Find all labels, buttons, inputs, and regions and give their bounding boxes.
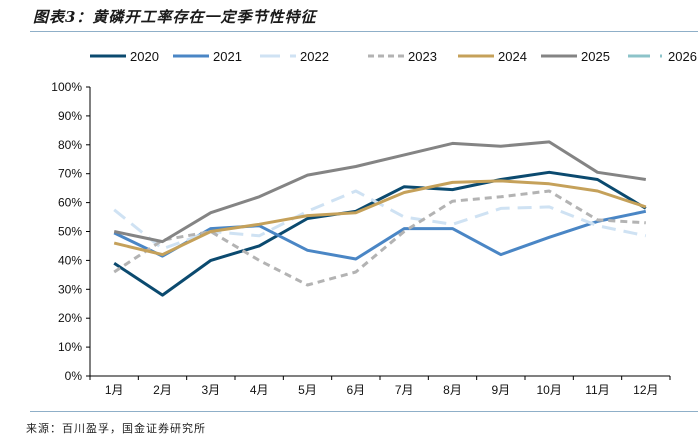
legend: 2020 2021 2022 2023 2024 2025 2026 xyxy=(90,49,697,64)
y-tick-label: 10% xyxy=(58,340,82,354)
y-tick-label: 30% xyxy=(58,282,82,296)
source-note: 来源：百川盈孚，国金证券研究所 xyxy=(26,422,206,435)
series-line-2023 xyxy=(113,189,646,287)
legend-label-2022: 2022 xyxy=(300,49,329,64)
legend-label-2020: 2020 xyxy=(130,49,159,64)
y-tick-label: 100% xyxy=(51,80,82,94)
y-tick-label: 80% xyxy=(58,138,82,152)
x-tick-label: 8月 xyxy=(443,383,462,397)
series-line-2025 xyxy=(113,140,647,244)
legend-label-2025: 2025 xyxy=(581,49,610,64)
series-lines xyxy=(113,140,647,297)
legend-label-2024: 2024 xyxy=(498,49,527,64)
x-tick-label: 2月 xyxy=(153,383,172,397)
y-tick-label: 20% xyxy=(58,311,82,325)
x-tick-label: 4月 xyxy=(250,383,269,397)
axes: 0% 10% 20% 30% 40% 50% 60% 70% 80% 90% 100% 1月 2月 3月 4… xyxy=(51,80,671,397)
y-tick-label: 90% xyxy=(58,109,82,123)
legend-label-2021: 2021 xyxy=(213,49,242,64)
chart-title: 图表3：黄磷开工率存在一定季节性特征 xyxy=(33,8,317,26)
x-tick-label: 5月 xyxy=(298,383,317,397)
title-divider xyxy=(30,31,698,32)
x-tick-label: 3月 xyxy=(201,383,220,397)
x-tick-label: 6月 xyxy=(346,383,365,397)
x-tick-label: 7月 xyxy=(395,383,414,397)
x-tick-label: 9月 xyxy=(491,383,510,397)
y-tick-label: 40% xyxy=(58,253,82,267)
x-tick-label: 10月 xyxy=(536,383,561,397)
x-tick-label: 11月 xyxy=(585,383,609,397)
y-tick-label: 0% xyxy=(65,369,83,383)
y-tick-label: 70% xyxy=(58,167,82,181)
legend-label-2026: 2026 xyxy=(668,49,697,64)
legend-label-2023: 2023 xyxy=(408,49,437,64)
line-chart: 2020 2021 2022 2023 2024 2025 2026 0% 10% 20% 30%… xyxy=(51,49,697,397)
series-line-2024 xyxy=(113,179,647,257)
y-tick-label: 60% xyxy=(58,196,82,210)
series-line-2020 xyxy=(113,170,647,297)
x-tick-label: 12月 xyxy=(633,383,658,397)
x-tick-label: 1月 xyxy=(105,383,124,397)
y-tick-label: 50% xyxy=(58,225,82,239)
footer-divider xyxy=(30,411,698,412)
